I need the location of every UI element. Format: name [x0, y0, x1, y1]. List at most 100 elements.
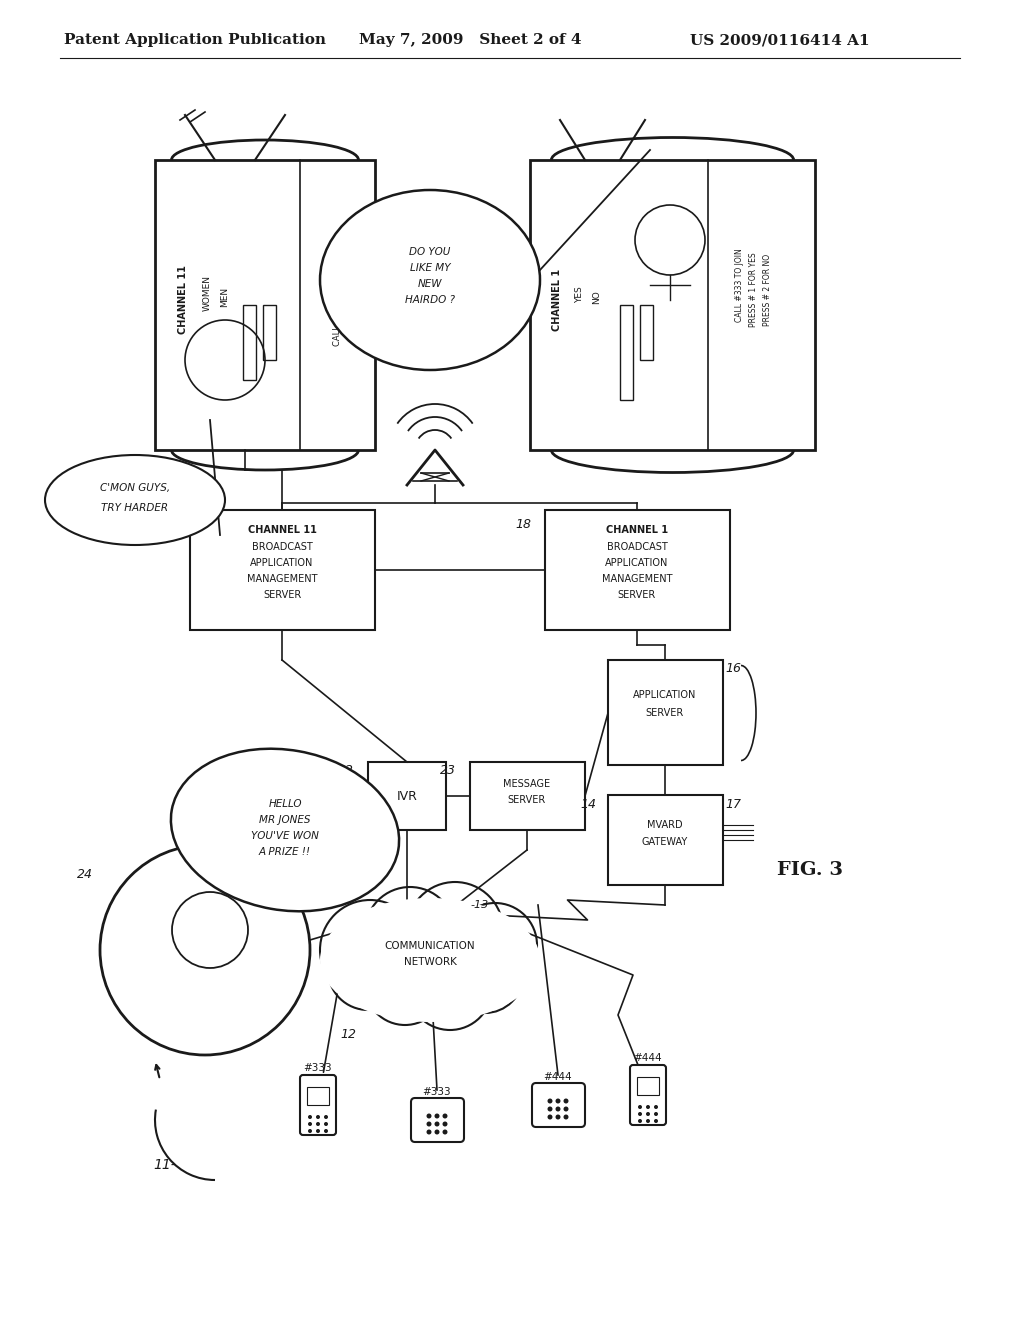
Circle shape [548, 1106, 553, 1111]
Text: YOU'VE WON: YOU'VE WON [251, 832, 318, 841]
FancyBboxPatch shape [532, 1082, 585, 1127]
Circle shape [555, 1106, 560, 1111]
Text: FIG. 3: FIG. 3 [777, 861, 843, 879]
FancyBboxPatch shape [300, 1074, 336, 1135]
Text: MEN: MEN [220, 286, 229, 308]
Bar [368, 762, 446, 830]
Circle shape [365, 887, 455, 977]
Text: GATEWAY: GATEWAY [642, 837, 688, 847]
Circle shape [308, 1115, 312, 1119]
Circle shape [447, 937, 523, 1012]
Text: IVR: IVR [396, 789, 418, 803]
Text: NO: NO [593, 290, 601, 304]
Text: 23: 23 [440, 763, 456, 776]
Text: CHANNEL 1: CHANNEL 1 [606, 525, 668, 535]
Circle shape [563, 1114, 568, 1119]
Text: SERVER: SERVER [263, 590, 301, 601]
Circle shape [407, 882, 503, 978]
Circle shape [434, 1114, 439, 1118]
Text: YES: YES [575, 286, 585, 304]
FancyBboxPatch shape [630, 1065, 666, 1125]
Circle shape [316, 1122, 319, 1126]
Text: COMMUNICATION: COMMUNICATION [385, 941, 475, 950]
Circle shape [638, 1119, 642, 1123]
Text: CALL #444 TO JOIN: CALL #444 TO JOIN [334, 264, 342, 346]
Bar [155, 160, 375, 450]
Circle shape [427, 1130, 431, 1134]
Text: HELLO: HELLO [268, 799, 302, 809]
FancyBboxPatch shape [411, 1098, 464, 1142]
Text: 18: 18 [515, 519, 531, 532]
Text: SERVER: SERVER [646, 708, 684, 718]
Text: MANAGEMENT: MANAGEMENT [247, 574, 317, 583]
Text: #444: #444 [544, 1072, 572, 1082]
Text: CHANNEL 11: CHANNEL 11 [248, 525, 316, 535]
Text: 17: 17 [725, 799, 741, 812]
Circle shape [442, 1130, 447, 1134]
Text: 18: 18 [160, 519, 176, 532]
Text: CHANNEL 1: CHANNEL 1 [552, 269, 562, 331]
Circle shape [100, 845, 310, 1055]
Circle shape [434, 1122, 439, 1126]
Circle shape [408, 946, 492, 1030]
Circle shape [427, 1122, 431, 1126]
Circle shape [324, 1129, 328, 1133]
Text: PRESS # 2 FOR NO: PRESS # 2 FOR NO [764, 253, 772, 326]
Circle shape [328, 931, 408, 1010]
Text: WOMEN: WOMEN [203, 275, 212, 312]
Text: APPLICATION: APPLICATION [605, 558, 669, 568]
Text: LIKE MY: LIKE MY [410, 263, 451, 273]
Text: DO YOU: DO YOU [410, 247, 451, 257]
Bar [307, 1086, 329, 1105]
Bar [470, 762, 585, 830]
Text: NEW: NEW [418, 279, 442, 289]
Ellipse shape [319, 898, 540, 1022]
Circle shape [316, 1115, 319, 1119]
Text: BROADCAST: BROADCAST [252, 543, 312, 552]
Circle shape [453, 903, 537, 987]
Text: APPLICATION: APPLICATION [633, 690, 696, 700]
Text: CHANNEL 11: CHANNEL 11 [178, 265, 188, 334]
Text: NETWORK: NETWORK [403, 957, 457, 968]
Circle shape [646, 1111, 650, 1115]
Circle shape [324, 1122, 328, 1126]
Text: MVARD: MVARD [647, 820, 683, 830]
Bar [640, 305, 653, 360]
Bar [243, 305, 256, 380]
Text: MR JONES: MR JONES [259, 814, 310, 825]
Circle shape [427, 1114, 431, 1118]
Circle shape [638, 1105, 642, 1109]
Text: HAIRDO ?: HAIRDO ? [406, 294, 455, 305]
Text: SERVER: SERVER [508, 795, 546, 805]
Circle shape [646, 1119, 650, 1123]
Text: #333: #333 [423, 1086, 452, 1097]
Text: 14: 14 [580, 799, 596, 812]
Text: 24: 24 [77, 869, 93, 882]
Text: US 2009/0116414 A1: US 2009/0116414 A1 [690, 33, 869, 48]
Circle shape [563, 1098, 568, 1104]
Circle shape [654, 1119, 658, 1123]
Circle shape [434, 1130, 439, 1134]
Text: MANAGEMENT: MANAGEMENT [602, 574, 672, 583]
Text: 11-: 11- [154, 1158, 176, 1172]
Circle shape [548, 1114, 553, 1119]
Text: BROADCAST: BROADCAST [606, 543, 668, 552]
Circle shape [563, 1106, 568, 1111]
Text: APPLICATION: APPLICATION [250, 558, 313, 568]
Circle shape [324, 1115, 328, 1119]
Bar [608, 660, 723, 766]
Circle shape [316, 1129, 319, 1133]
Circle shape [555, 1114, 560, 1119]
Circle shape [654, 1105, 658, 1109]
Circle shape [308, 1122, 312, 1126]
Circle shape [319, 900, 420, 1001]
Text: May 7, 2009   Sheet 2 of 4: May 7, 2009 Sheet 2 of 4 [358, 33, 582, 48]
Circle shape [638, 1111, 642, 1115]
Text: 16: 16 [725, 661, 741, 675]
Text: PRESS # 1 FOR YES: PRESS # 1 FOR YES [750, 252, 759, 327]
Text: SERVER: SERVER [617, 590, 656, 601]
Text: 22: 22 [338, 763, 354, 776]
Text: CALL #333 TO JOIN: CALL #333 TO JOIN [735, 248, 744, 322]
Bar [620, 305, 633, 400]
Bar [263, 305, 276, 360]
